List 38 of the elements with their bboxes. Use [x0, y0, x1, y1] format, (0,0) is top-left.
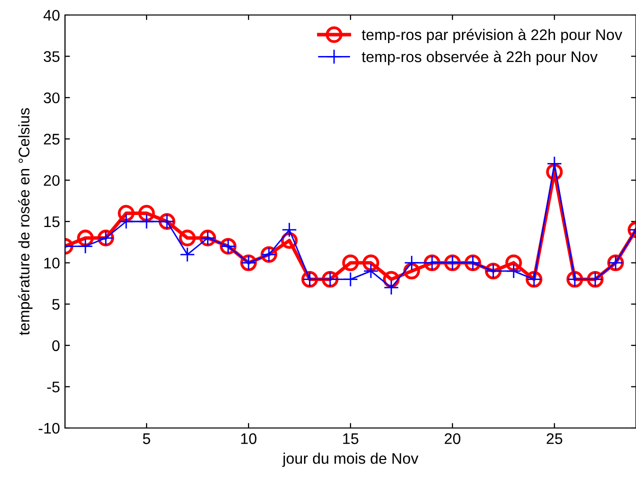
point	[138, 204, 155, 222]
legend-label: temp-ros observée à 22h pour Nov	[362, 50, 598, 66]
x-axis-title: jour du mois de Nov	[282, 452, 418, 467]
point	[282, 222, 297, 238]
point	[505, 254, 522, 272]
legend-label: temp-ros par prévision à 22h pour Nov	[362, 28, 622, 44]
y-tick-label: -5	[47, 382, 60, 392]
point	[118, 214, 134, 230]
x-tick-label: 15	[343, 433, 358, 444]
point	[506, 263, 522, 279]
y-tick-label: 15	[44, 216, 60, 228]
point	[404, 255, 420, 270]
point	[77, 230, 94, 246]
point	[342, 272, 358, 287]
y-tick-label: 5	[52, 299, 60, 310]
point	[118, 204, 135, 222]
point	[138, 214, 154, 230]
x-tick-label: 20	[444, 433, 460, 444]
point	[179, 230, 196, 246]
point	[342, 254, 359, 272]
y-tick-label: 10	[44, 258, 60, 268]
point	[362, 254, 380, 272]
point	[384, 280, 399, 296]
y-tick-label: -10	[38, 422, 60, 434]
y-tick-label: 20	[44, 175, 60, 186]
x-tick-label: 25	[546, 433, 562, 444]
point	[180, 246, 195, 262]
x-tick-label: 10	[241, 433, 256, 444]
y-tick-label: 35	[44, 51, 60, 62]
x-tick-label: 5	[142, 433, 150, 444]
y-tick-label: 0	[52, 340, 60, 352]
y-tick-label: 25	[44, 134, 60, 145]
y-tick-label: 40	[44, 10, 60, 21]
point	[78, 238, 94, 254]
point	[363, 263, 379, 279]
y-tick-label: 30	[44, 92, 60, 104]
point	[546, 156, 562, 172]
y-axis-title: température de rosée en °Celsius	[18, 108, 33, 336]
